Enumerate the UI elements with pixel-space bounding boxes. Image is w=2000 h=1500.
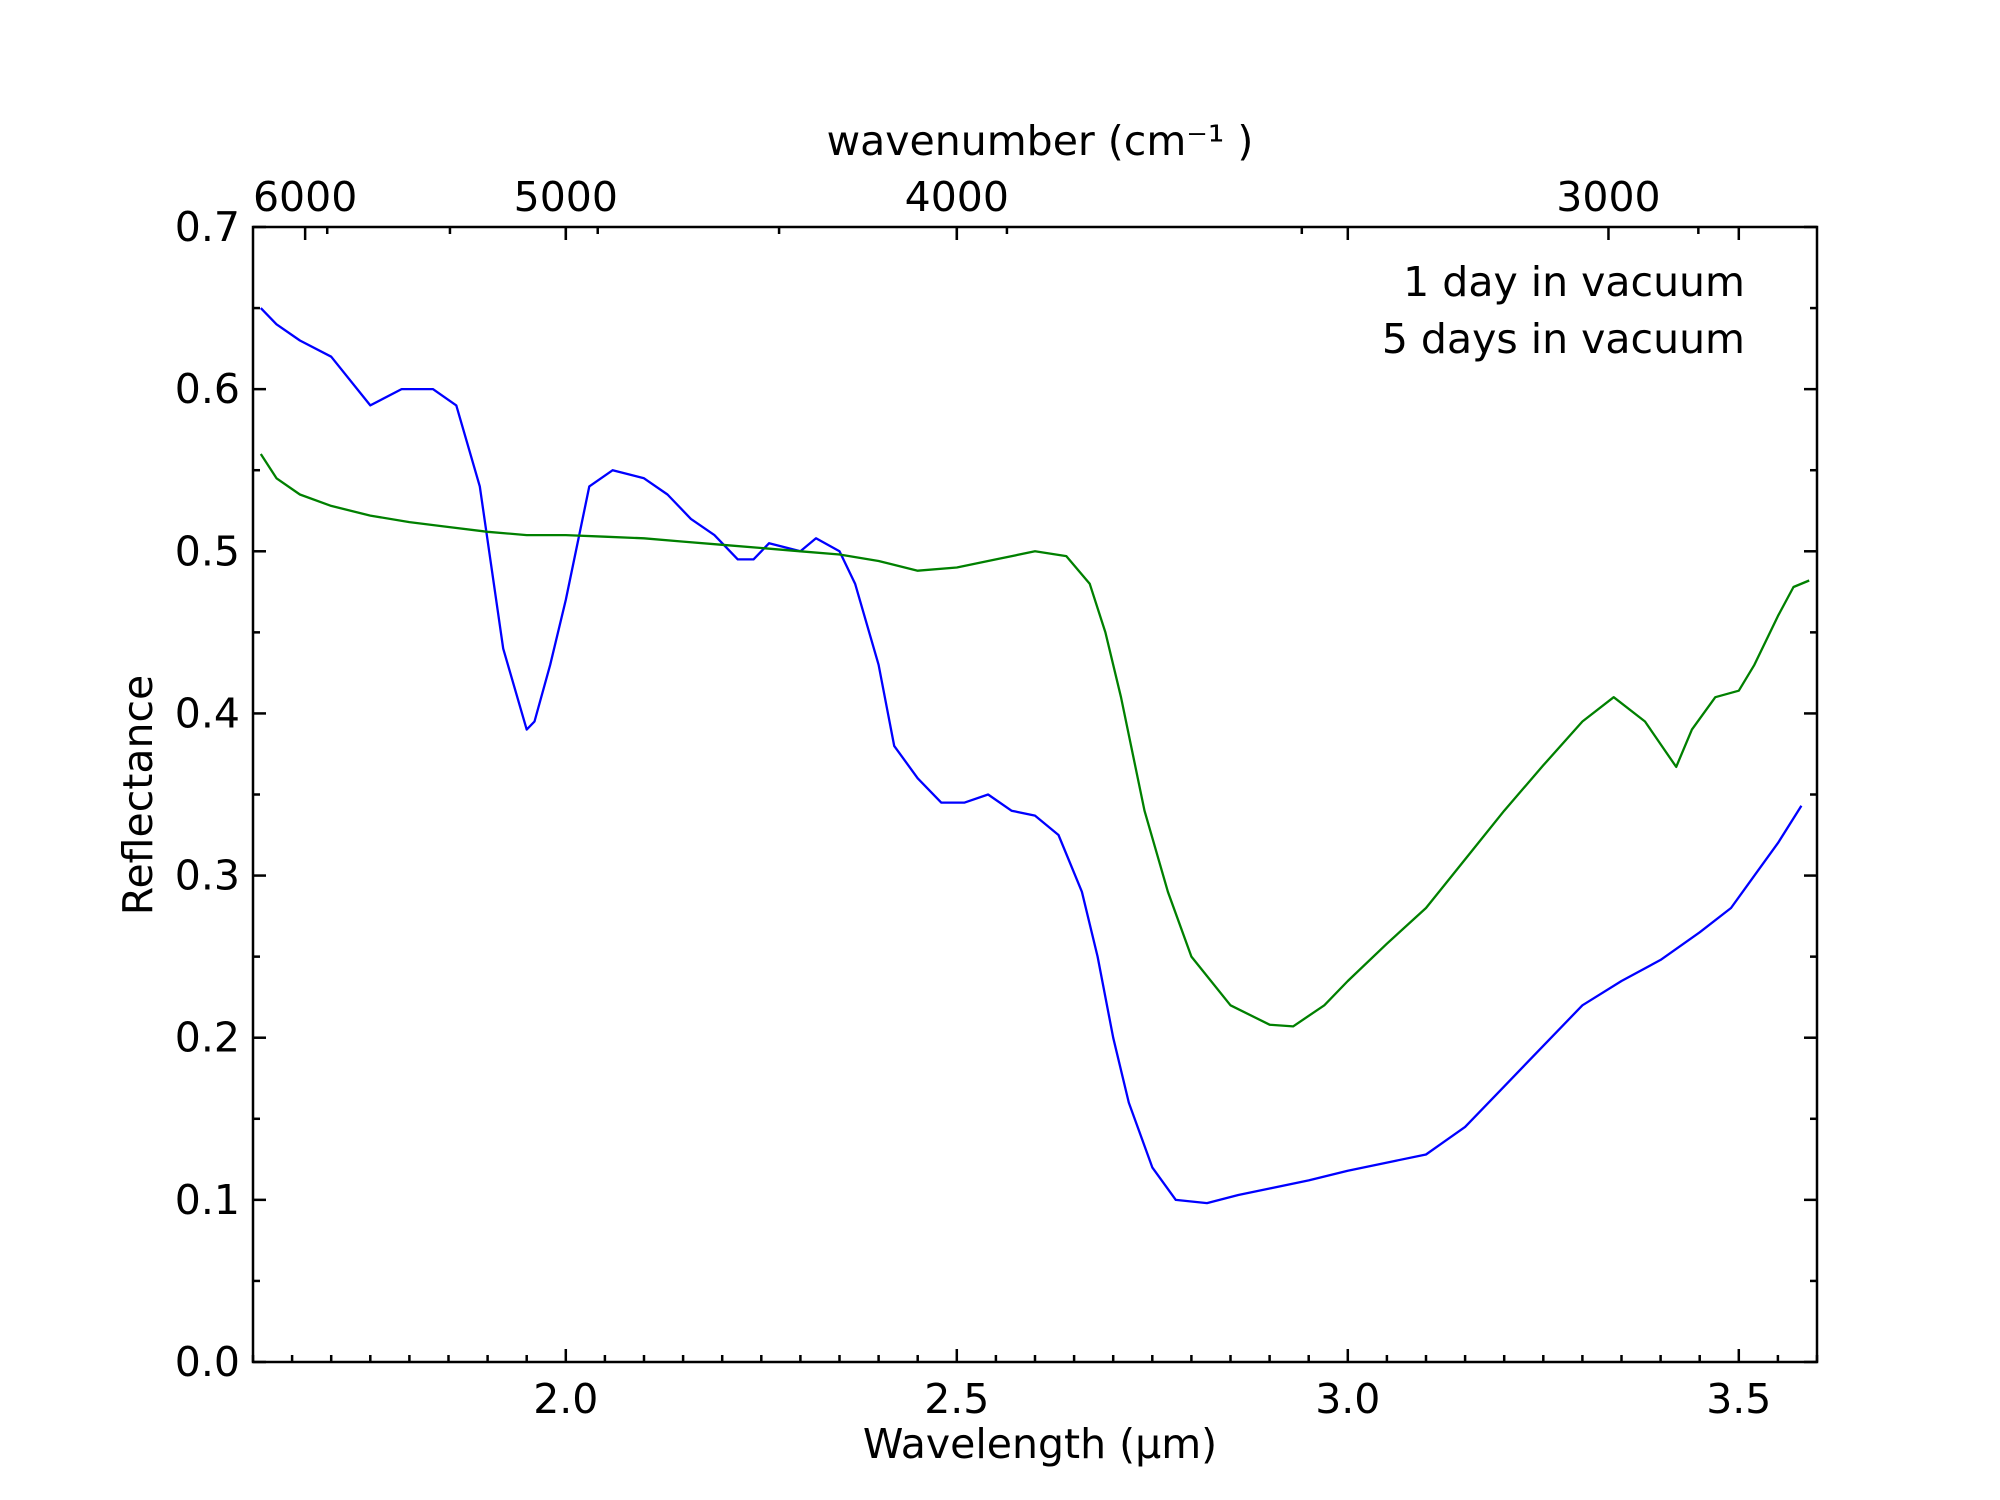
x-tick-label: 2.0 <box>533 1375 598 1423</box>
x-tick-label: 2.5 <box>924 1375 989 1423</box>
x-axis-title: Wavelength (μm) <box>863 1420 1217 1468</box>
x-tick-label: 3.5 <box>1706 1375 1771 1423</box>
y-tick-label: 0.4 <box>175 689 240 737</box>
top-tick-label: 3000 <box>1556 173 1660 221</box>
top-tick-label: 4000 <box>905 173 1009 221</box>
tick-labels: 2.0 2.5 3.0 3.5 0.0 0.1 0.2 0.3 0.4 0.5 0.6 0.7 6000… <box>175 173 1772 1423</box>
series-line-1 <box>259 307 1803 1205</box>
y-tick-label: 0.6 <box>175 365 240 413</box>
y-axis-title: Reflectance <box>114 675 162 915</box>
plot-frame <box>251 225 1819 1364</box>
x-tick-label: 3.0 <box>1315 1375 1380 1423</box>
tick-marks <box>251 225 1819 1364</box>
top-tick-label: 5000 <box>514 173 618 221</box>
legend-entry-2: 5 days in vacuum <box>1382 315 1745 363</box>
y-tick-label: 0.2 <box>175 1014 240 1062</box>
y-tick-label: 0.7 <box>175 203 240 251</box>
y-tick-label: 0.0 <box>175 1338 240 1386</box>
top-axis-title: wavenumber (cm⁻¹ ) <box>827 117 1254 165</box>
plot-series <box>259 307 1810 1205</box>
y-tick-label: 0.3 <box>175 852 240 900</box>
series-line-2 <box>259 453 1810 1028</box>
y-tick-label: 0.1 <box>175 1176 240 1224</box>
top-tick-label: 6000 <box>253 173 357 221</box>
y-tick-label: 0.5 <box>175 527 240 575</box>
legend-entry-1: 1 day in vacuum <box>1403 258 1745 306</box>
